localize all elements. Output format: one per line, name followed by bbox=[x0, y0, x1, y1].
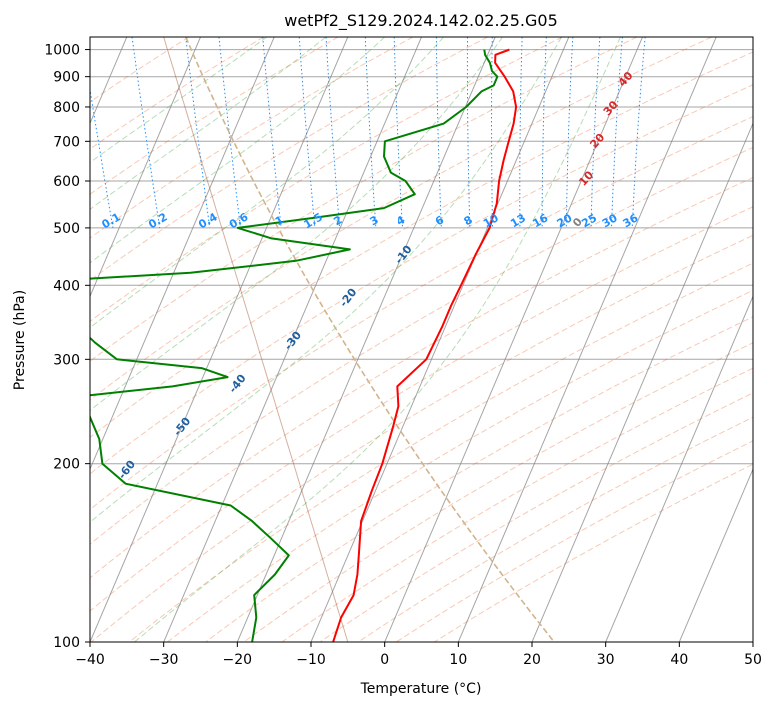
mixing-ratio-line bbox=[90, 86, 114, 228]
isotherm-line bbox=[236, 37, 496, 642]
chart-title: wetPf2_S129.2024.142.02.25.G05 bbox=[284, 11, 558, 31]
y-axis: 1000 900 800 700 600 500 400 300 200 100 bbox=[44, 43, 90, 651]
mixing-ratio-line bbox=[131, 37, 161, 228]
x-axis-label: Temperature (°C) bbox=[360, 681, 482, 697]
x-axis: −40 −30 −20 −10 0 10 20 30 40 50 bbox=[75, 642, 762, 668]
dry-adiabats bbox=[90, 37, 753, 642]
reference-curve bbox=[163, 37, 349, 642]
dry-adiabat bbox=[434, 463, 753, 642]
dry-adiabat bbox=[90, 234, 753, 642]
x-tick-label: −10 bbox=[296, 652, 326, 668]
x-tick-label: 20 bbox=[523, 652, 541, 668]
y-tick-label: 900 bbox=[53, 70, 80, 86]
mixing-ratio-line bbox=[262, 37, 282, 228]
dry-adiabat bbox=[167, 289, 753, 642]
dry-adiabat bbox=[129, 262, 753, 642]
dry-adiabat bbox=[90, 37, 414, 239]
moist-adiabat bbox=[90, 37, 503, 412]
isotherm-line bbox=[90, 37, 201, 298]
y-tick-label: 300 bbox=[53, 352, 80, 368]
y-axis-label: Pressure (hPa) bbox=[12, 290, 28, 390]
dry-adiabat bbox=[90, 37, 712, 401]
x-tick-label: 0 bbox=[380, 652, 389, 668]
dry-adiabat bbox=[90, 206, 753, 612]
x-tick-label: 10 bbox=[449, 652, 467, 668]
dry-adiabat bbox=[90, 51, 753, 439]
x-tick-label: 40 bbox=[670, 652, 688, 668]
isotherm-line bbox=[310, 37, 570, 642]
grid-lines bbox=[90, 37, 753, 642]
mixing-ratio-line bbox=[185, 37, 211, 228]
moist-adiabat bbox=[90, 37, 386, 264]
y-tick-label: 100 bbox=[53, 635, 80, 651]
y-tick-label: 400 bbox=[53, 278, 80, 294]
isotherm-line bbox=[90, 37, 349, 642]
isotherm-line bbox=[384, 37, 643, 642]
dewpoint-line bbox=[90, 49, 499, 642]
plot-area: 0.10.20.40.611.52346810131620253036-100-… bbox=[90, 37, 753, 642]
temperature-line bbox=[332, 48, 518, 642]
moist-adiabat bbox=[90, 37, 562, 523]
isotherm-line bbox=[605, 295, 753, 642]
dry-adiabat bbox=[319, 392, 753, 642]
sounding-profiles bbox=[90, 48, 518, 642]
dry-adiabat bbox=[90, 37, 339, 195]
y-tick-label: 600 bbox=[53, 174, 80, 190]
mixing-ratio-lines bbox=[90, 37, 646, 228]
moist-adiabat bbox=[90, 37, 327, 210]
mixing-ratio-line bbox=[298, 37, 316, 228]
y-tick-label: 700 bbox=[53, 134, 80, 150]
x-tick-label: −30 bbox=[149, 652, 179, 668]
isotherm-line bbox=[457, 37, 717, 642]
reference-curves bbox=[163, 37, 555, 642]
x-tick-label: −40 bbox=[75, 652, 105, 668]
x-tick-label: 30 bbox=[597, 652, 615, 668]
mixing-ratio-line bbox=[218, 37, 241, 228]
isotherm-line bbox=[678, 467, 753, 642]
y-tick-label: 500 bbox=[53, 221, 80, 237]
y-tick-label: 800 bbox=[53, 100, 80, 116]
isotherm-line bbox=[163, 37, 422, 642]
x-tick-label: −20 bbox=[223, 652, 253, 668]
moist-adiabat bbox=[90, 37, 268, 164]
plot-frame bbox=[89, 36, 754, 643]
y-tick-label: 200 bbox=[53, 457, 80, 473]
mixing-ratio-line bbox=[631, 37, 646, 228]
dry-adiabat bbox=[90, 146, 753, 545]
dry-adiabat bbox=[396, 440, 753, 642]
dry-adiabat bbox=[281, 367, 753, 642]
reference-curve bbox=[185, 37, 555, 642]
dry-adiabat bbox=[90, 37, 638, 362]
x-tick-label: 50 bbox=[744, 652, 762, 668]
dry-adiabat bbox=[90, 37, 488, 282]
dry-adiabat bbox=[205, 316, 753, 642]
dry-adiabat bbox=[90, 115, 753, 511]
y-tick-label: 1000 bbox=[44, 43, 80, 59]
moist-adiabat bbox=[134, 37, 621, 642]
isotherm-line bbox=[531, 122, 753, 642]
